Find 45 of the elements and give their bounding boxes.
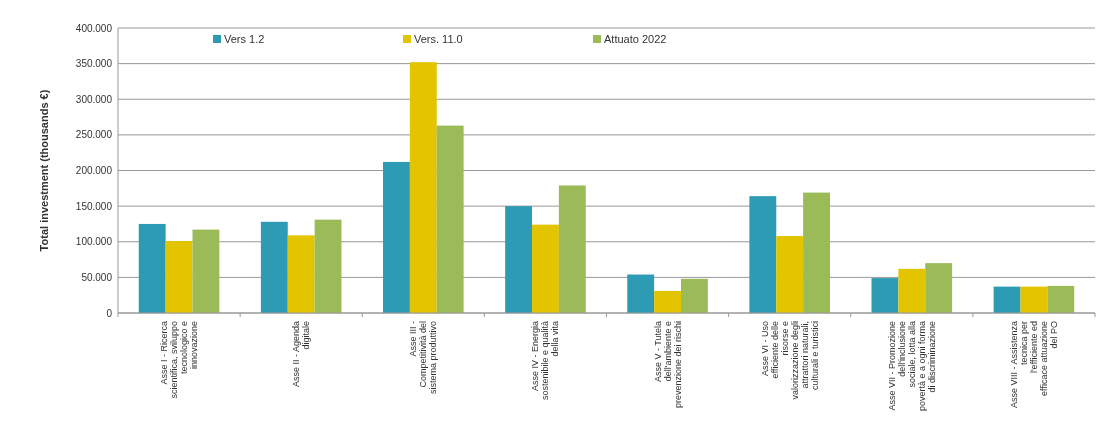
y-tick-label: 300.000 bbox=[75, 93, 113, 105]
bar bbox=[165, 241, 193, 313]
bar bbox=[898, 268, 926, 313]
bar bbox=[681, 278, 708, 313]
y-tick-label: 250.000 bbox=[75, 129, 113, 141]
bar bbox=[192, 229, 220, 313]
bar bbox=[138, 223, 166, 313]
bar bbox=[409, 62, 437, 313]
bar bbox=[654, 290, 681, 313]
bar bbox=[383, 161, 410, 313]
x-tick-label: Asse VI - Uso efficiente delle risorse e valorizzazione degli attrattori naturali, culturali e turistici bbox=[759, 321, 820, 400]
legend-label: Vers 1.2 bbox=[224, 33, 265, 46]
y-tick-label: 50.000 bbox=[81, 271, 113, 283]
bar bbox=[749, 196, 777, 313]
bar bbox=[558, 185, 586, 313]
y-tick-label: 350.000 bbox=[75, 58, 113, 70]
bar bbox=[993, 286, 1021, 313]
bar bbox=[776, 236, 804, 313]
y-tick-label: 0 bbox=[106, 307, 113, 319]
y-axis-title: Total investment (thousands €) bbox=[38, 89, 50, 252]
bar bbox=[627, 274, 655, 313]
x-tick-label: Asse V - Tutela dell'ambiente e prevenzione dei rischi bbox=[652, 321, 683, 409]
x-tick-label: Asse VII - Promozione dell'inclusione sociale, lotta alla povertà e a ogni forma di discriminazione bbox=[886, 321, 937, 412]
bar bbox=[314, 219, 342, 313]
bar bbox=[1047, 285, 1075, 313]
y-tick-label: 400.000 bbox=[75, 22, 113, 34]
legend-label: Vers. 11.0 bbox=[414, 33, 463, 46]
legend-label: Attuato 2022 bbox=[604, 33, 667, 46]
x-tick-label: Asse III - Competitività del sistema produttivo bbox=[408, 321, 439, 395]
x-tick-label: Asse VIII - Assistenza tecnica per l'efficiente ed efficace attuazione del PO bbox=[1008, 321, 1059, 409]
bar bbox=[1020, 286, 1048, 313]
bar bbox=[505, 206, 532, 313]
bar bbox=[260, 221, 288, 313]
x-tick-label: Asse II - Agenda digitale bbox=[291, 321, 312, 388]
bar bbox=[803, 192, 830, 313]
y-tick-label: 150.000 bbox=[75, 200, 113, 212]
y-tick-label: 100.000 bbox=[75, 236, 113, 248]
bar bbox=[532, 224, 559, 313]
bar bbox=[871, 278, 899, 313]
bar bbox=[925, 263, 953, 313]
x-tick-label: Asse I - Ricerca scientifica, sviluppo tecnologico e innovazione bbox=[159, 321, 200, 399]
bar bbox=[436, 125, 464, 313]
x-tick-label: Asse IV - Energia sostenibile e qualità della vita bbox=[530, 321, 561, 401]
bar bbox=[287, 235, 315, 313]
y-tick-label: 200.000 bbox=[75, 165, 113, 176]
